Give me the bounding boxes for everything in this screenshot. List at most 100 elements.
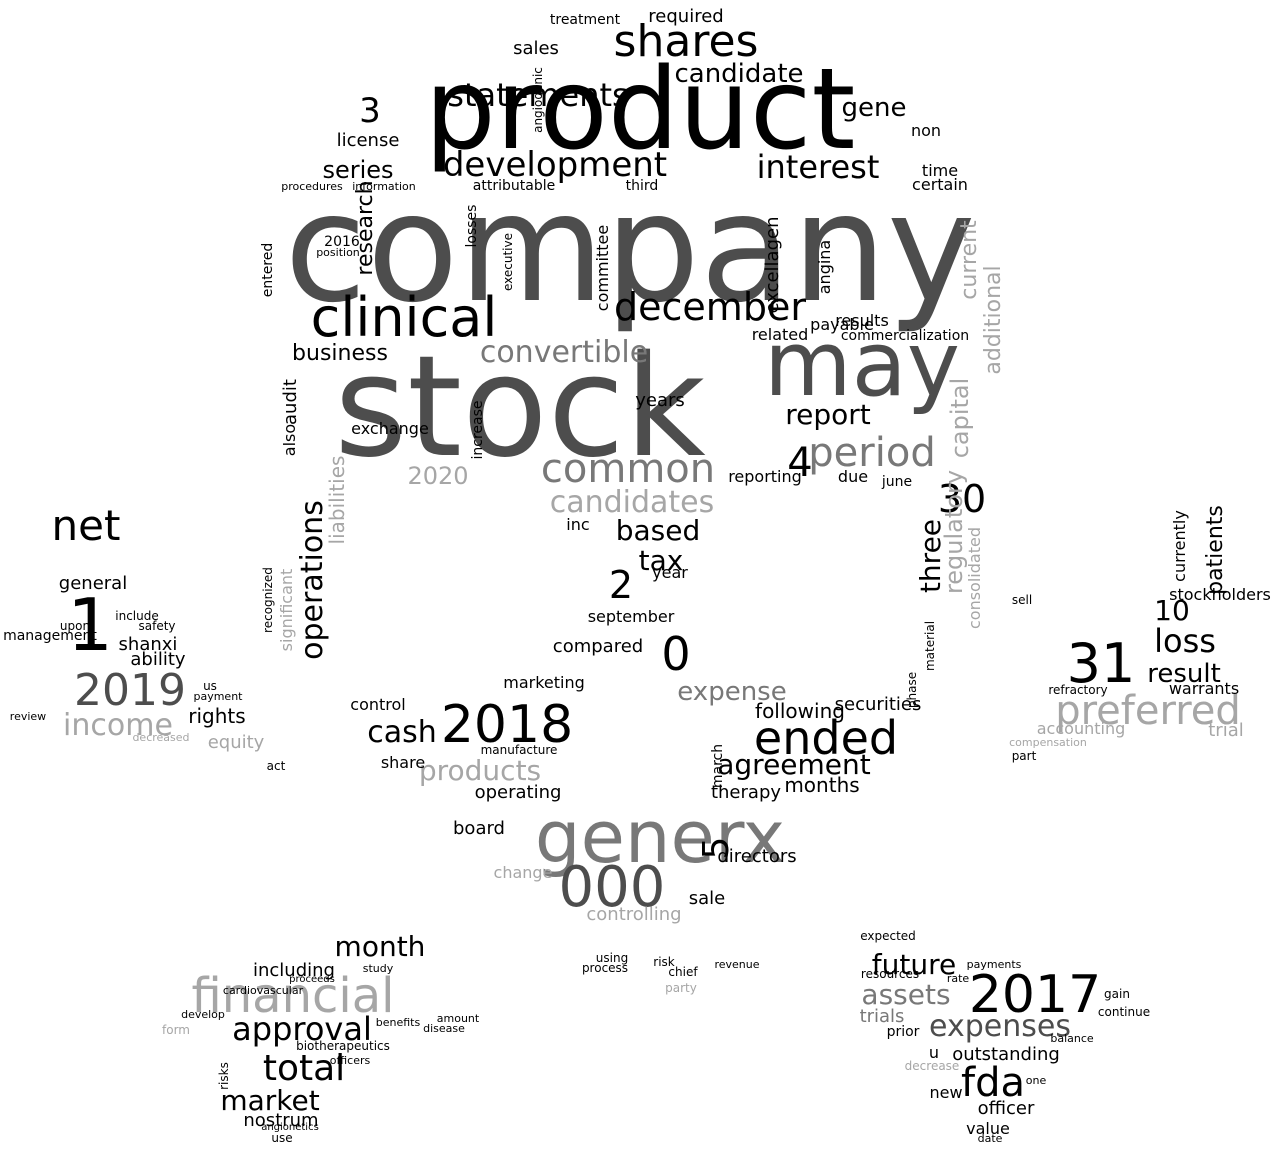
cloud-word: exchange bbox=[351, 419, 429, 438]
cloud-word: december bbox=[614, 285, 806, 329]
cloud-word: 2016 bbox=[324, 234, 360, 250]
cloud-word: 10 bbox=[1154, 594, 1190, 627]
cloud-word: expenses bbox=[929, 1009, 1071, 1044]
cloud-word: period bbox=[808, 430, 935, 476]
cloud-word: business bbox=[292, 341, 388, 366]
cloud-word: decrease bbox=[905, 1059, 960, 1073]
cloud-word: phase bbox=[905, 672, 919, 708]
cloud-word: officer bbox=[978, 1098, 1035, 1119]
cloud-word: gene bbox=[842, 93, 907, 123]
cloud-word: risk bbox=[653, 955, 675, 969]
cloud-word: committee bbox=[593, 225, 612, 311]
cloud-word: equity bbox=[208, 732, 265, 753]
cloud-word: march bbox=[710, 744, 726, 788]
cloud-word: excellagen bbox=[762, 216, 783, 313]
cloud-word: income bbox=[63, 708, 173, 743]
cloud-word: expense bbox=[677, 677, 786, 707]
cloud-word: 0 bbox=[661, 627, 690, 681]
cloud-word: 31 bbox=[1067, 632, 1136, 695]
cloud-word: capital bbox=[946, 378, 974, 459]
cloud-word: accounting bbox=[1037, 719, 1125, 738]
cloud-word: year bbox=[652, 563, 688, 582]
cloud-word: 2017 bbox=[969, 965, 1101, 1025]
cloud-word: candidate bbox=[674, 59, 803, 89]
cloud-word: include bbox=[115, 609, 158, 623]
cloud-word: one bbox=[1026, 1074, 1047, 1087]
cloud-word: convertible bbox=[480, 335, 648, 370]
cloud-word: sale bbox=[689, 888, 725, 909]
cloud-word: due bbox=[838, 467, 868, 486]
cloud-word: 4 bbox=[787, 440, 812, 486]
cloud-word: executive bbox=[501, 233, 515, 291]
cloud-word: trial bbox=[1208, 720, 1244, 741]
cloud-word: company bbox=[284, 162, 975, 336]
cloud-word: new bbox=[929, 1083, 962, 1102]
cloud-word: expected bbox=[860, 929, 916, 943]
cloud-word: payable bbox=[810, 315, 874, 334]
cloud-word: use bbox=[271, 1131, 292, 1145]
cloud-word: liabilities bbox=[325, 456, 349, 545]
cloud-word: additional bbox=[981, 265, 1006, 374]
cloud-word: required bbox=[648, 6, 723, 27]
cloud-word: preferred bbox=[1055, 688, 1241, 734]
cloud-word: operations bbox=[295, 500, 330, 660]
cloud-word: shares bbox=[614, 16, 759, 67]
cloud-word: process bbox=[582, 961, 628, 975]
cloud-word: certain bbox=[912, 175, 968, 194]
cloud-word: product bbox=[425, 45, 856, 175]
cloud-word: 2 bbox=[609, 563, 633, 607]
cloud-word: angina bbox=[815, 240, 834, 295]
cloud-word: regulatory bbox=[940, 470, 968, 594]
cloud-word: rate bbox=[947, 972, 970, 985]
cloud-word: upon bbox=[60, 619, 90, 633]
cloud-word: research bbox=[353, 180, 378, 275]
cloud-word: loss bbox=[1154, 622, 1216, 660]
cloud-word: losses bbox=[464, 205, 480, 248]
cloud-word: sell bbox=[1012, 593, 1032, 607]
cloud-word: license bbox=[337, 130, 400, 151]
cloud-word: market bbox=[220, 1084, 319, 1117]
cloud-word: 3 bbox=[359, 91, 381, 131]
cloud-word: cash bbox=[367, 715, 437, 750]
cloud-word: using bbox=[596, 951, 628, 965]
cloud-word: balance bbox=[1050, 1032, 1094, 1045]
cloud-word: ended bbox=[754, 711, 898, 765]
cloud-word: months bbox=[784, 773, 859, 797]
cloud-word: payments bbox=[967, 958, 1022, 971]
cloud-word: sales bbox=[513, 38, 559, 59]
cloud-word: stock bbox=[334, 326, 706, 489]
cloud-word: report bbox=[785, 398, 871, 431]
cloud-word: value bbox=[966, 1119, 1010, 1138]
cloud-word: trials bbox=[860, 1006, 905, 1027]
cloud-word: shanxi bbox=[119, 634, 178, 655]
cloud-word: series bbox=[322, 156, 393, 184]
cloud-word: products bbox=[419, 754, 541, 787]
cloud-word: net bbox=[52, 501, 121, 550]
cloud-word: also bbox=[280, 424, 299, 456]
cloud-word: based bbox=[616, 514, 701, 547]
cloud-word: nostrum bbox=[243, 1110, 318, 1131]
cloud-word: review bbox=[10, 710, 46, 723]
cloud-word: related bbox=[752, 325, 809, 344]
cloud-word: therapy bbox=[711, 782, 781, 803]
cloud-word: prior bbox=[887, 1024, 920, 1040]
cloud-word: consolidated bbox=[965, 527, 984, 629]
cloud-word: month bbox=[335, 930, 426, 963]
cloud-word: decreased bbox=[132, 731, 189, 744]
cloud-word: results bbox=[835, 311, 889, 330]
cloud-word: fda bbox=[961, 1060, 1025, 1106]
cloud-word: material bbox=[923, 621, 937, 671]
cloud-word: significant bbox=[277, 569, 296, 652]
cloud-word: assets bbox=[861, 978, 950, 1011]
cloud-word: entered bbox=[260, 243, 276, 298]
cloud-word: angionetics bbox=[261, 1122, 319, 1133]
cloud-word: treatment bbox=[550, 12, 621, 28]
cloud-word: generx bbox=[535, 795, 785, 879]
cloud-word: result bbox=[1147, 659, 1221, 689]
cloud-word: currently bbox=[1170, 510, 1189, 582]
cloud-word: share bbox=[381, 753, 425, 772]
cloud-word: date bbox=[978, 1132, 1003, 1145]
cloud-word: gain bbox=[1104, 987, 1130, 1001]
